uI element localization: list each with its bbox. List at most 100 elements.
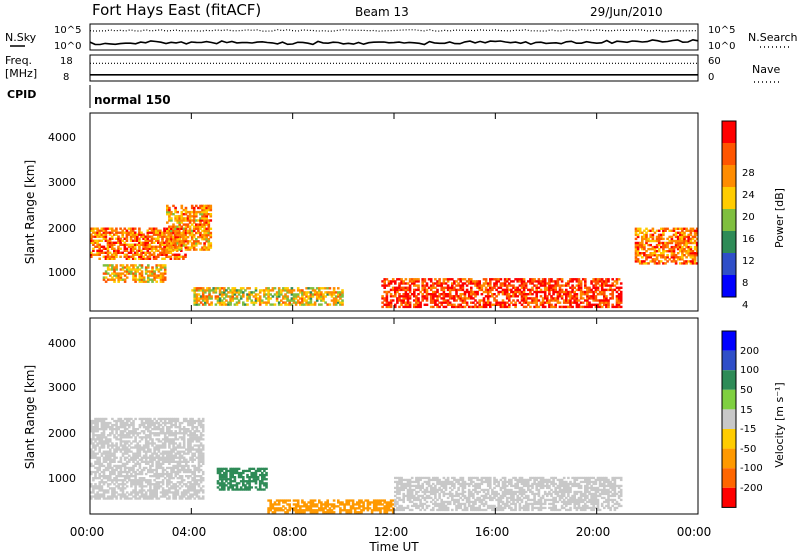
power-cell-3 [313, 301, 317, 304]
power-cell-4 [560, 305, 564, 309]
power-cell-4 [512, 290, 515, 294]
power-cell-4 [448, 293, 452, 296]
velocity-cell-1 [305, 503, 308, 506]
power-cell-0 [102, 229, 106, 232]
power-cell-4 [584, 293, 587, 296]
power-cell-2 [190, 204, 194, 208]
velocity-cell-2 [472, 484, 475, 488]
velocity-cell-0 [149, 426, 152, 429]
velocity-cell-2 [419, 498, 422, 502]
power-cell-3 [307, 301, 310, 304]
velocity-cell-0 [140, 481, 144, 484]
velocity-cell-0 [163, 456, 167, 459]
velocity-cell-1 [292, 503, 296, 506]
power-cell-4 [535, 290, 538, 294]
power-cell-4 [615, 301, 619, 304]
power-cell-4 [575, 280, 579, 283]
velocity-cell-0 [111, 487, 114, 490]
power-cell-3 [282, 301, 285, 304]
power-cell-4 [613, 280, 617, 283]
power-cell-0 [108, 243, 112, 246]
velocity-cell-0 [149, 454, 152, 457]
velocity-cell-0 [174, 497, 177, 500]
power-cell-5 [643, 254, 646, 257]
power-cell-2 [203, 235, 206, 239]
power-cell-5 [634, 252, 638, 255]
power-cell-4 [448, 297, 452, 300]
velocity-cell-0 [134, 485, 137, 488]
velocity-cell-0 [92, 491, 95, 494]
velocity-cell-0 [153, 472, 156, 476]
velocity-cell-0 [113, 470, 116, 474]
velocity-cell-2 [440, 488, 443, 492]
power-cell-4 [516, 288, 519, 292]
power-cell-4 [478, 280, 481, 283]
velocity-cell-2 [408, 500, 412, 504]
velocity-cell-2 [484, 500, 488, 504]
power-cell-2 [205, 221, 208, 224]
velocity-cell-0 [119, 493, 123, 496]
power-cell-4 [575, 305, 579, 309]
power-cell-1 [109, 268, 112, 271]
velocity-cell-2 [402, 486, 405, 490]
velocity-cell-0 [106, 421, 110, 425]
velocity-cell-0 [182, 444, 186, 447]
power-cell-4 [391, 288, 395, 292]
power-cell-0 [121, 235, 124, 238]
power-cell-5 [655, 250, 659, 253]
power-cell-0 [152, 247, 156, 250]
power-cell-0 [159, 233, 162, 236]
power-cell-4 [400, 295, 403, 298]
power-cell-4 [495, 280, 498, 283]
power-cell-3 [286, 299, 289, 302]
power-cell-3 [313, 291, 317, 294]
velocity-cell-2 [432, 488, 435, 492]
velocity-cell-0 [153, 446, 156, 449]
power-cell-4 [421, 278, 424, 281]
power-cell-0 [106, 243, 110, 246]
velocity-cell-0 [98, 487, 101, 490]
power-cell-3 [296, 295, 300, 298]
velocity-cell-0 [201, 470, 205, 474]
velocity-cell-0 [163, 419, 167, 423]
power-cell-4 [499, 284, 503, 287]
velocity-cell-0 [199, 426, 203, 429]
velocity-cell-0 [172, 464, 175, 468]
velocity-cell-0 [155, 426, 158, 429]
power-cell-4 [482, 305, 486, 309]
power-cell-4 [596, 288, 600, 292]
velocity-cell-0 [172, 466, 175, 470]
power-cell-4 [425, 297, 429, 300]
power-cell-0 [159, 235, 162, 238]
velocity-cell-1 [339, 509, 342, 512]
power-cell-0 [148, 231, 152, 234]
velocity-cell-2 [415, 492, 418, 496]
velocity-cell-2 [429, 486, 433, 490]
power-cell-0 [171, 245, 175, 248]
power-cell-4 [459, 278, 462, 281]
velocity-cell-0 [191, 479, 194, 482]
power-cell-5 [681, 239, 684, 243]
velocity-cell-2 [408, 494, 412, 498]
velocity-cell-0 [132, 452, 135, 455]
power-cell-4 [524, 284, 528, 287]
power-cell-5 [643, 245, 646, 249]
velocity-cell-2 [455, 490, 458, 494]
power-cell-4 [571, 280, 574, 283]
power-cell-4 [423, 288, 427, 292]
power-cell-2 [190, 238, 194, 241]
power-cell-1 [121, 266, 125, 269]
velocity-cell-0 [106, 426, 110, 429]
velocity-cell-0 [111, 460, 114, 463]
velocity-cell-1 [341, 501, 344, 504]
velocity-cell-1 [332, 507, 336, 510]
power-cell-4 [514, 301, 517, 304]
power-cell-3 [277, 295, 281, 298]
power-cell-5 [693, 258, 697, 261]
power-cell-4 [482, 282, 486, 285]
velocity-cell-1 [375, 505, 378, 508]
velocity-cell-0 [125, 462, 129, 465]
velocity-cell-0 [161, 438, 165, 441]
velocity-cell-0 [172, 419, 175, 423]
power-cell-5 [636, 258, 640, 261]
